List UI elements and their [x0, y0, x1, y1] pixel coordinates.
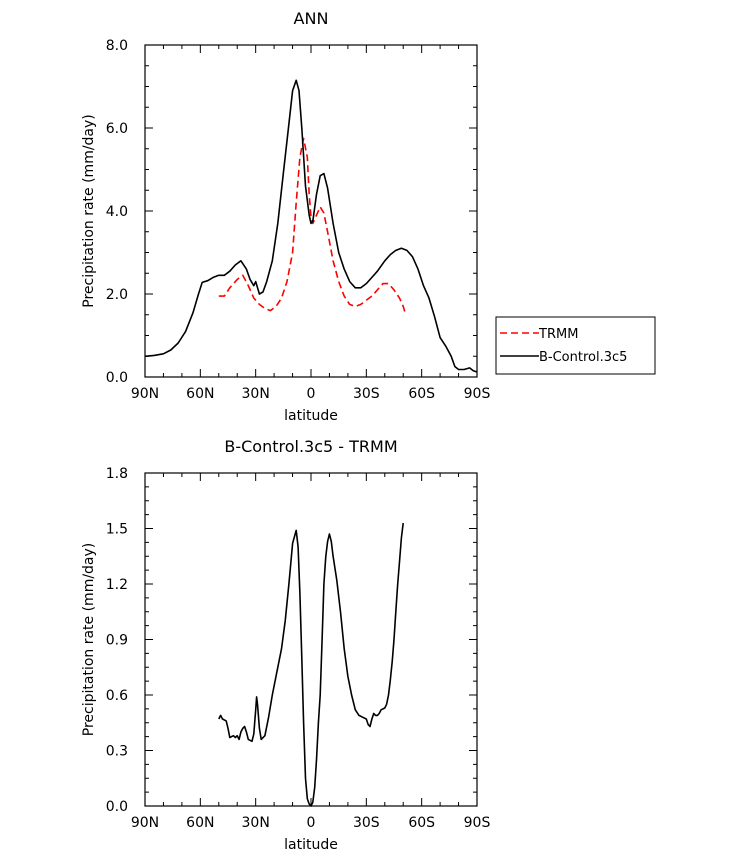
series-line-trmm — [218, 137, 406, 313]
x-tick-label: 60N — [186, 815, 214, 831]
x-tick-label: 30S — [353, 815, 380, 831]
y-axis-title: Precipitation rate (mm/day) — [81, 543, 97, 737]
legend-label: TRMM — [538, 327, 578, 342]
x-tick-label: 90S — [464, 386, 491, 402]
y-tick-label: 0.3 — [106, 744, 128, 760]
y-tick-label: 8.0 — [106, 38, 128, 54]
chart-title: ANN — [294, 9, 329, 28]
y-tick-label: 0.9 — [106, 633, 128, 649]
y-tick-label: 0.6 — [106, 688, 128, 704]
x-tick-label: 30S — [353, 386, 380, 402]
x-tick-label: 60S — [408, 815, 435, 831]
x-tick-label: 90N — [131, 386, 159, 402]
y-tick-label: 1.2 — [106, 577, 128, 593]
y-axis-title: Precipitation rate (mm/day) — [81, 114, 97, 308]
x-tick-label: 60S — [408, 386, 435, 402]
legend: TRMM B-Control.3c5 — [495, 316, 656, 375]
x-tick-label: 90N — [131, 815, 159, 831]
y-tick-label: 2.0 — [106, 287, 128, 303]
y-tick-label: 6.0 — [106, 121, 128, 137]
x-axis-title: latitude — [284, 408, 338, 424]
y-tick-label: 4.0 — [106, 204, 128, 220]
y-tick-label: 1.8 — [106, 466, 128, 482]
x-tick-label: 0 — [307, 386, 316, 402]
x-axis-title: latitude — [284, 837, 338, 853]
x-tick-label: 30N — [242, 815, 270, 831]
legend-box — [495, 316, 656, 375]
chart-panel-2: 90N 60N 30N 0 30S 60S 90S 0.0 0.3 0.6 0.9 1.2 1.5 1.8… — [81, 437, 490, 853]
chart-panel-1: 90N 60N 30N 0 30S 60S 90S 0.0 2.0 4.0 6.0 8.0 ANN lat… — [81, 9, 656, 424]
legend-label: B-Control.3c5 — [539, 350, 627, 365]
series-line-b-control-3c5 — [144, 79, 478, 373]
x-tick-label: 90S — [464, 815, 491, 831]
y-tick-label: 0.0 — [106, 799, 128, 815]
x-tick-label: 30N — [242, 386, 270, 402]
series-line-difference — [218, 522, 404, 807]
y-tick-label: 1.5 — [106, 522, 128, 538]
chart-title: B-Control.3c5 - TRMM — [224, 437, 397, 456]
x-tick-label: 60N — [186, 386, 214, 402]
x-tick-label: 0 — [307, 815, 316, 831]
plot-frame — [144, 472, 478, 807]
y-tick-label: 0.0 — [106, 370, 128, 386]
